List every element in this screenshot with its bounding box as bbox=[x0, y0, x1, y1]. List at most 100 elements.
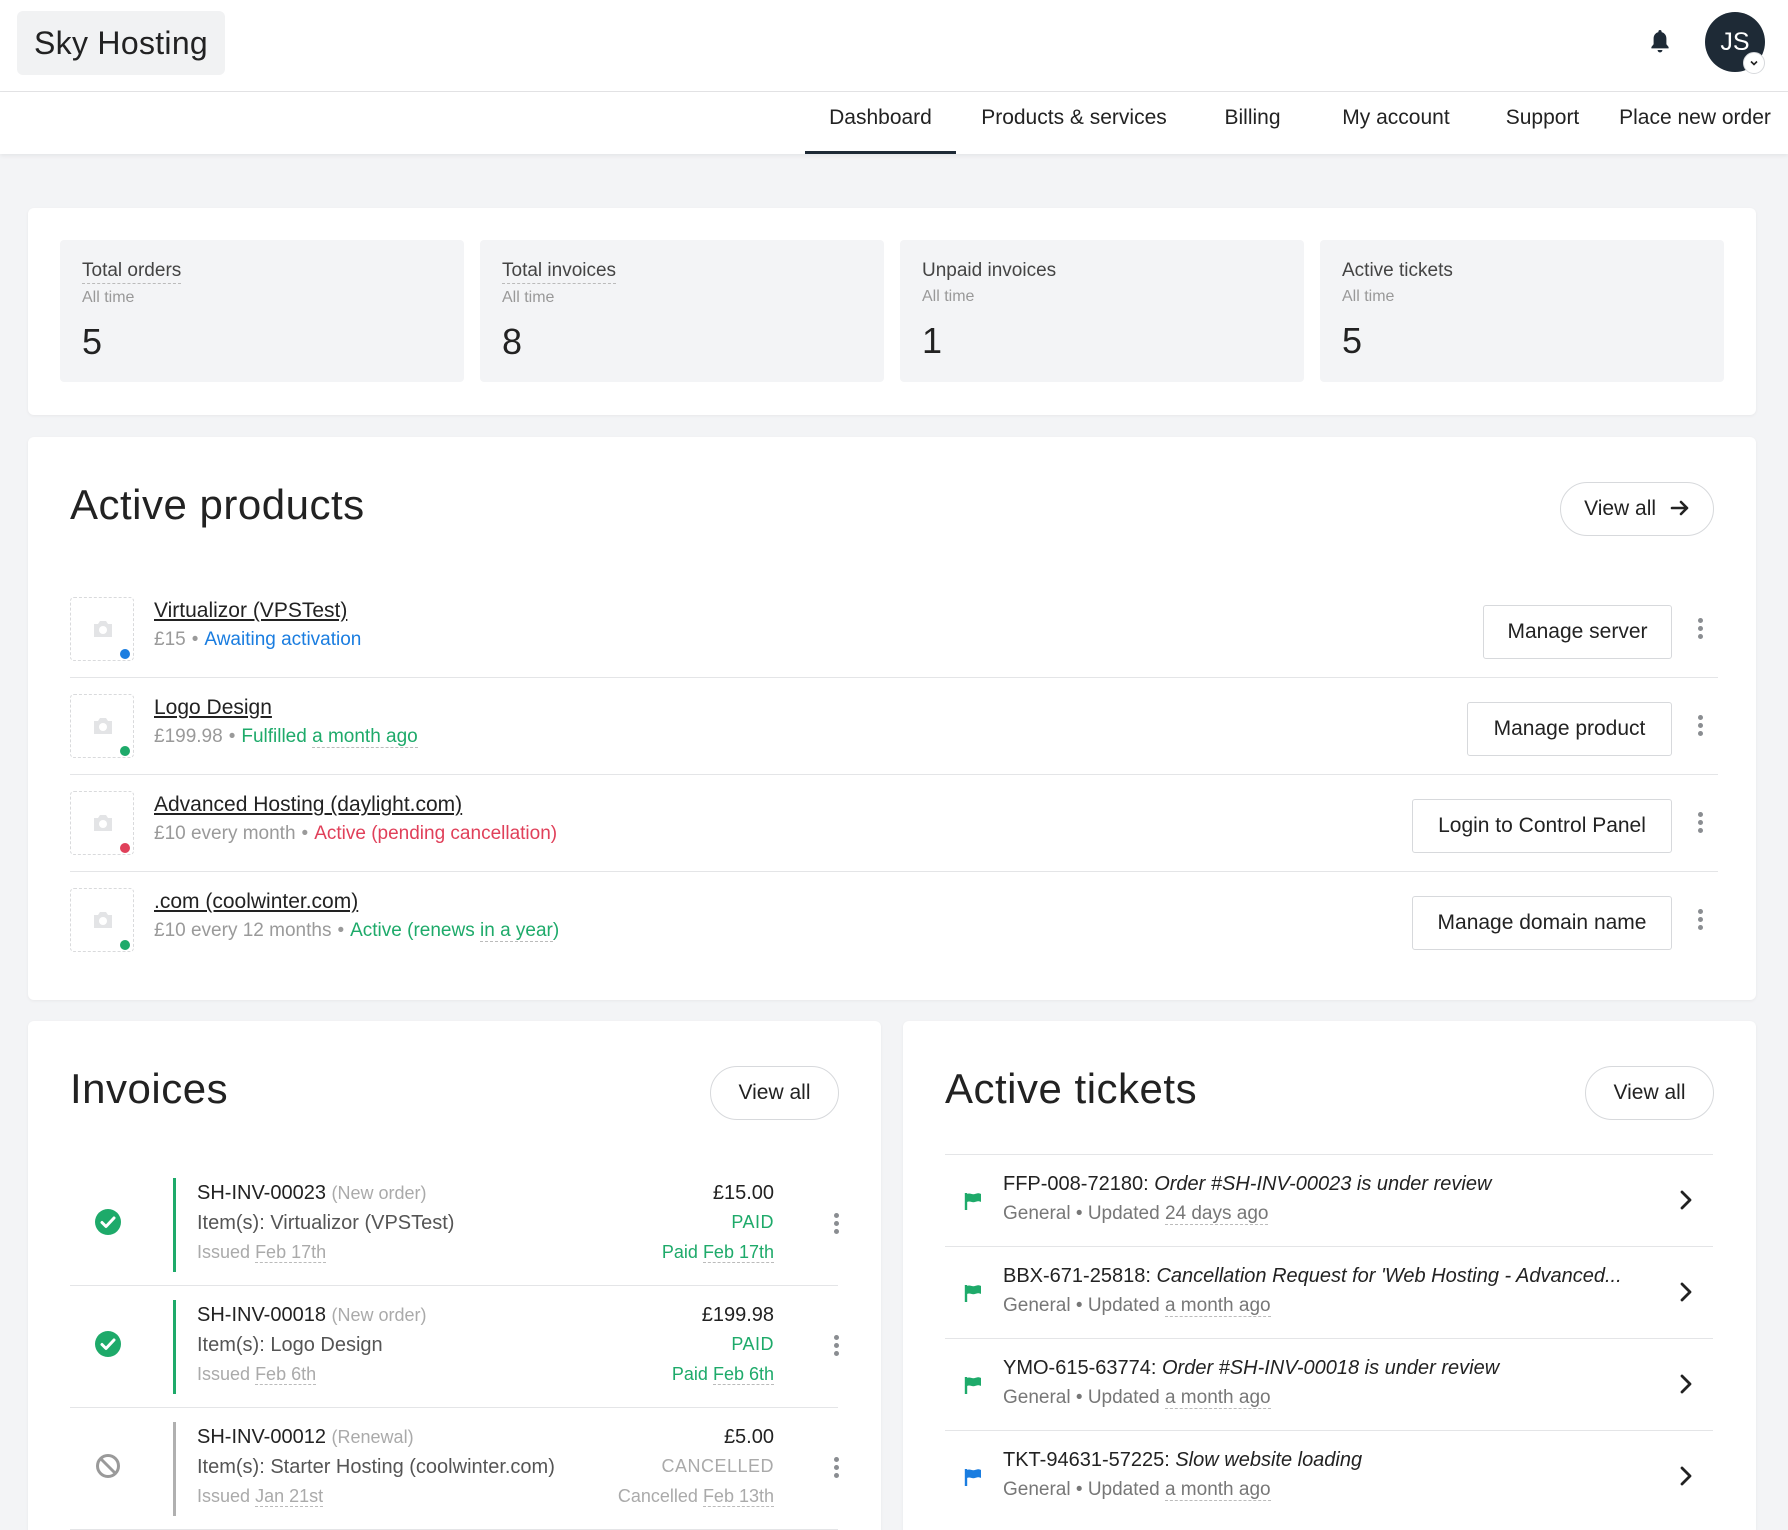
chevron-right-icon bbox=[1680, 1466, 1692, 1486]
invoice-row[interactable]: SH-INV-00012 (Renewal) Item(s): Starter … bbox=[70, 1408, 840, 1530]
status-dot bbox=[119, 648, 131, 660]
manage-product-button[interactable]: Manage product bbox=[1467, 702, 1672, 756]
invoice-cancelled-date: Feb 13th bbox=[702, 1486, 774, 1507]
invoice-paid-date: Feb 17th bbox=[702, 1242, 774, 1263]
bell-icon[interactable] bbox=[1648, 28, 1672, 56]
product-row: .com (coolwinter.com) £10 every 12 month… bbox=[70, 872, 1718, 969]
chevron-down-icon[interactable] bbox=[1743, 52, 1765, 74]
product-thumbnail bbox=[70, 694, 134, 758]
ticket-id: TKT-94631-57225: bbox=[1003, 1449, 1170, 1471]
nav-billing[interactable]: Billing bbox=[1224, 106, 1281, 129]
flag-icon bbox=[964, 1193, 981, 1210]
ticket-id: FFP-008-72180: bbox=[1003, 1173, 1149, 1195]
product-name-link[interactable]: Advanced Hosting (daylight.com) bbox=[154, 793, 463, 816]
invoice-status-bar bbox=[173, 1300, 176, 1394]
more-options-icon[interactable] bbox=[832, 1335, 840, 1361]
manage-domain-button[interactable]: Manage domain name bbox=[1412, 896, 1672, 950]
invoice-issued-date: Feb 17th bbox=[255, 1242, 327, 1263]
invoice-number: SH-INV-00023 bbox=[197, 1182, 326, 1204]
invoice-type: (New order) bbox=[331, 1305, 427, 1325]
product-thumbnail bbox=[70, 791, 134, 855]
main-nav: Dashboard Products & services Billing My… bbox=[0, 92, 1788, 154]
invoice-items: Item(s): Starter Hosting (coolwinter.com… bbox=[197, 1456, 555, 1478]
more-options-icon[interactable] bbox=[1696, 715, 1704, 741]
invoice-items: Item(s): Logo Design bbox=[197, 1334, 383, 1356]
product-name-link[interactable]: Logo Design bbox=[154, 696, 272, 719]
invoice-status-bar bbox=[173, 1422, 176, 1516]
manage-server-button[interactable]: Manage server bbox=[1483, 605, 1672, 659]
nav-place-new-order[interactable]: Place new order bbox=[1619, 106, 1771, 129]
invoice-status: PAID bbox=[731, 1334, 774, 1354]
invoice-items: Item(s): Virtualizor (VPSTest) bbox=[197, 1212, 455, 1234]
invoice-issued-date: Jan 21st bbox=[255, 1486, 324, 1507]
invoice-number: SH-INV-00012 bbox=[197, 1426, 326, 1448]
nav-products-services[interactable]: Products & services bbox=[981, 106, 1167, 129]
nav-support[interactable]: Support bbox=[1505, 106, 1580, 129]
stat-unpaid-invoices[interactable]: Unpaid invoices All time 1 bbox=[900, 240, 1304, 382]
camera-icon bbox=[94, 621, 112, 637]
more-options-icon[interactable] bbox=[832, 1213, 840, 1239]
status-dot bbox=[119, 939, 131, 951]
product-status-time: in a year bbox=[480, 920, 553, 942]
invoice-status-bar bbox=[173, 1178, 176, 1272]
top-bar: Sky Hosting JS bbox=[0, 0, 1788, 92]
cancelled-icon bbox=[96, 1454, 120, 1478]
ticket-subject: Order #SH-INV-00018 is under review bbox=[1161, 1357, 1500, 1379]
product-price: £10 every month bbox=[154, 823, 296, 844]
ticket-updated: 24 days ago bbox=[1164, 1203, 1269, 1225]
camera-icon bbox=[94, 815, 112, 831]
login-control-panel-button[interactable]: Login to Control Panel bbox=[1412, 799, 1672, 853]
product-row: Virtualizor (VPSTest) £15 • Awaiting activ… bbox=[70, 581, 1718, 678]
chevron-right-icon bbox=[1680, 1282, 1692, 1302]
product-row: Logo Design £199.98 • Fulfilled a month ag… bbox=[70, 678, 1718, 775]
invoices-card: Invoices View all SH-INV-00023 (New orde… bbox=[28, 1021, 881, 1530]
product-name-link[interactable]: Virtualizor (VPSTest) bbox=[154, 599, 348, 622]
active-tickets-card: Active tickets View all FFP-008-72180: O… bbox=[903, 1021, 1756, 1530]
more-options-icon[interactable] bbox=[1696, 909, 1704, 935]
product-status: Active (renews bbox=[350, 920, 475, 941]
more-options-icon[interactable] bbox=[1696, 618, 1704, 644]
ticket-updated: a month ago bbox=[1164, 1295, 1271, 1317]
more-options-icon[interactable] bbox=[1696, 812, 1704, 838]
invoice-row[interactable]: SH-INV-00018 (New order) Item(s): Logo D… bbox=[70, 1286, 840, 1408]
invoice-type: (New order) bbox=[331, 1183, 427, 1203]
ticket-subject: Cancellation Request for 'Web Hosting - … bbox=[1156, 1265, 1622, 1287]
ticket-row[interactable]: BBX-671-25818: Cancellation Request for … bbox=[945, 1246, 1713, 1338]
camera-icon bbox=[94, 718, 112, 734]
flag-icon bbox=[964, 1469, 981, 1486]
invoice-type: (Renewal) bbox=[331, 1427, 414, 1447]
ticket-id: BBX-671-25818: bbox=[1003, 1265, 1151, 1287]
product-name-link[interactable]: .com (coolwinter.com) bbox=[154, 890, 359, 913]
camera-icon bbox=[94, 912, 112, 928]
tickets-view-all-button[interactable]: View all bbox=[1585, 1066, 1714, 1120]
check-circle-icon bbox=[95, 1209, 121, 1235]
nav-dashboard[interactable]: Dashboard bbox=[805, 92, 956, 154]
invoice-status: CANCELLED bbox=[661, 1456, 774, 1476]
invoices-view-all-button[interactable]: View all bbox=[710, 1066, 839, 1120]
avatar[interactable]: JS bbox=[1705, 12, 1765, 72]
invoice-status: PAID bbox=[731, 1212, 774, 1232]
ticket-row[interactable]: TKT-94631-57225: Slow website loading Ge… bbox=[945, 1430, 1713, 1522]
products-view-all-button[interactable]: View all bbox=[1560, 482, 1714, 536]
brand-logo[interactable]: Sky Hosting bbox=[17, 11, 226, 75]
more-options-icon[interactable] bbox=[832, 1457, 840, 1483]
ticket-updated: a month ago bbox=[1164, 1387, 1271, 1409]
invoice-issued-date: Feb 6th bbox=[255, 1364, 317, 1385]
stat-total-invoices[interactable]: Total invoices All time 8 bbox=[480, 240, 884, 382]
chevron-right-icon bbox=[1680, 1374, 1692, 1394]
active-products-title: Active products bbox=[70, 481, 365, 528]
invoice-row[interactable]: SH-INV-00023 (New order) Item(s): Virtua… bbox=[70, 1164, 840, 1286]
nav-my-account[interactable]: My account bbox=[1342, 106, 1450, 129]
arrow-right-icon bbox=[1670, 500, 1689, 516]
product-status: Active (pending cancellation) bbox=[314, 823, 558, 844]
stat-total-orders[interactable]: Total orders All time 5 bbox=[60, 240, 464, 382]
flag-icon bbox=[964, 1377, 981, 1394]
flag-icon bbox=[964, 1285, 981, 1302]
status-dot bbox=[119, 842, 131, 854]
product-price: £15 bbox=[154, 629, 186, 650]
invoice-amount: £199.98 bbox=[701, 1304, 774, 1326]
stat-active-tickets[interactable]: Active tickets All time 5 bbox=[1320, 240, 1724, 382]
ticket-row[interactable]: FFP-008-72180: Order #SH-INV-00023 is un… bbox=[945, 1154, 1713, 1246]
ticket-row[interactable]: YMO-615-63774: Order #SH-INV-00018 is un… bbox=[945, 1338, 1713, 1430]
invoice-amount: £5.00 bbox=[723, 1426, 774, 1448]
